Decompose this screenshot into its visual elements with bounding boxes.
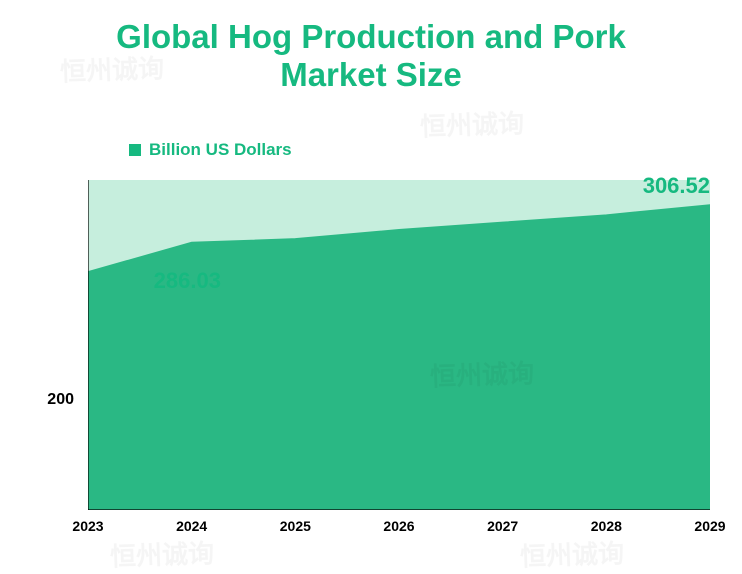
y-axis-tick-label: 200	[14, 391, 74, 409]
chart-plot: 2002023202420252026202720282029286.03306…	[88, 180, 710, 510]
legend-swatch	[129, 144, 141, 156]
x-axis-tick-label: 2025	[280, 518, 311, 534]
chart-title: Global Hog Production and Pork Market Si…	[0, 0, 742, 94]
chart-title-line2: Market Size	[0, 56, 742, 94]
watermark-text: 恒州诚询	[109, 533, 214, 574]
x-axis-tick-label: 2029	[694, 518, 725, 534]
legend: Billion US Dollars	[129, 140, 292, 160]
x-axis-tick-label: 2028	[591, 518, 622, 534]
watermark-text: 恒州诚询	[519, 533, 624, 574]
x-axis-tick-label: 2024	[176, 518, 207, 534]
x-axis-tick-label: 2027	[487, 518, 518, 534]
data-label: 306.52	[643, 173, 710, 199]
watermark-text: 恒州诚询	[419, 103, 524, 144]
x-axis-tick-label: 2023	[72, 518, 103, 534]
x-axis-tick-label: 2026	[383, 518, 414, 534]
chart-title-line1: Global Hog Production and Pork	[0, 18, 742, 56]
legend-label: Billion US Dollars	[149, 140, 292, 160]
data-label: 286.03	[154, 268, 221, 294]
